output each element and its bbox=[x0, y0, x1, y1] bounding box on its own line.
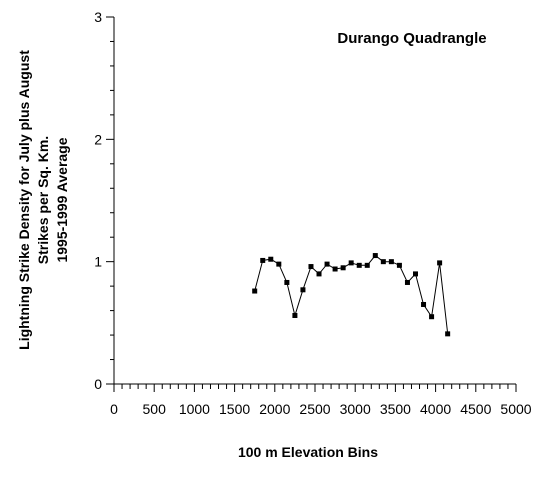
data-point bbox=[332, 266, 338, 272]
x-tick-label: 4500 bbox=[460, 401, 491, 417]
x-tick-label: 2500 bbox=[299, 401, 330, 417]
data-point bbox=[268, 256, 274, 262]
data-point bbox=[324, 261, 330, 267]
y-axis: 0 1 2 3 bbox=[94, 9, 114, 392]
series-line bbox=[254, 254, 449, 334]
data-point bbox=[372, 253, 378, 259]
x-axis: 0 500 1000 1500 2000 2500 3000 3500 4000 4500 5000 bbox=[110, 384, 532, 417]
y-axis-title: Lightning Strike Density for July plus A… bbox=[16, 50, 70, 350]
data-point bbox=[396, 262, 402, 268]
chart-title: Durango Quadrangle bbox=[337, 30, 486, 47]
y-tick-label: 1 bbox=[94, 254, 102, 270]
data-point bbox=[292, 312, 298, 318]
x-tick-label: 2000 bbox=[259, 401, 290, 417]
y-tick-label: 3 bbox=[94, 9, 102, 25]
data-point bbox=[308, 264, 314, 270]
data-point bbox=[364, 262, 370, 268]
x-tick-label: 4000 bbox=[420, 401, 451, 417]
x-tick-label: 1000 bbox=[179, 401, 210, 417]
x-tick-label: 0 bbox=[110, 401, 118, 417]
data-point bbox=[388, 259, 394, 265]
data-point bbox=[356, 262, 362, 268]
x-tick-label: 3500 bbox=[380, 401, 411, 417]
x-tick-label: 5000 bbox=[500, 401, 531, 417]
data-point bbox=[437, 260, 443, 266]
data-point bbox=[276, 261, 282, 267]
data-point bbox=[348, 260, 354, 266]
data-point bbox=[284, 279, 290, 285]
y-axis-title-line-2: Strikes per Sq. Km. bbox=[35, 136, 51, 264]
data-point bbox=[340, 265, 346, 271]
y-axis-title-line-3: 1995-1999 Average bbox=[54, 137, 70, 262]
data-point bbox=[445, 331, 451, 337]
data-point bbox=[316, 271, 322, 277]
data-point bbox=[300, 287, 306, 293]
y-tick-label: 0 bbox=[94, 376, 102, 392]
x-tick-label: 3000 bbox=[340, 401, 371, 417]
y-axis-title-line-1: Lightning Strike Density for July plus A… bbox=[16, 50, 32, 350]
x-axis-title: 100 m Elevation Bins bbox=[238, 444, 378, 460]
y-tick-label: 2 bbox=[94, 131, 102, 147]
series-group bbox=[252, 253, 451, 337]
data-point bbox=[252, 288, 258, 294]
data-point bbox=[260, 257, 266, 263]
data-point bbox=[380, 259, 386, 265]
data-point bbox=[429, 314, 435, 320]
x-tick-label: 500 bbox=[143, 401, 167, 417]
plot-frame bbox=[113, 17, 516, 385]
data-point bbox=[404, 279, 410, 285]
data-point bbox=[413, 271, 418, 277]
x-tick-label: 1500 bbox=[219, 401, 250, 417]
data-point bbox=[421, 301, 427, 307]
